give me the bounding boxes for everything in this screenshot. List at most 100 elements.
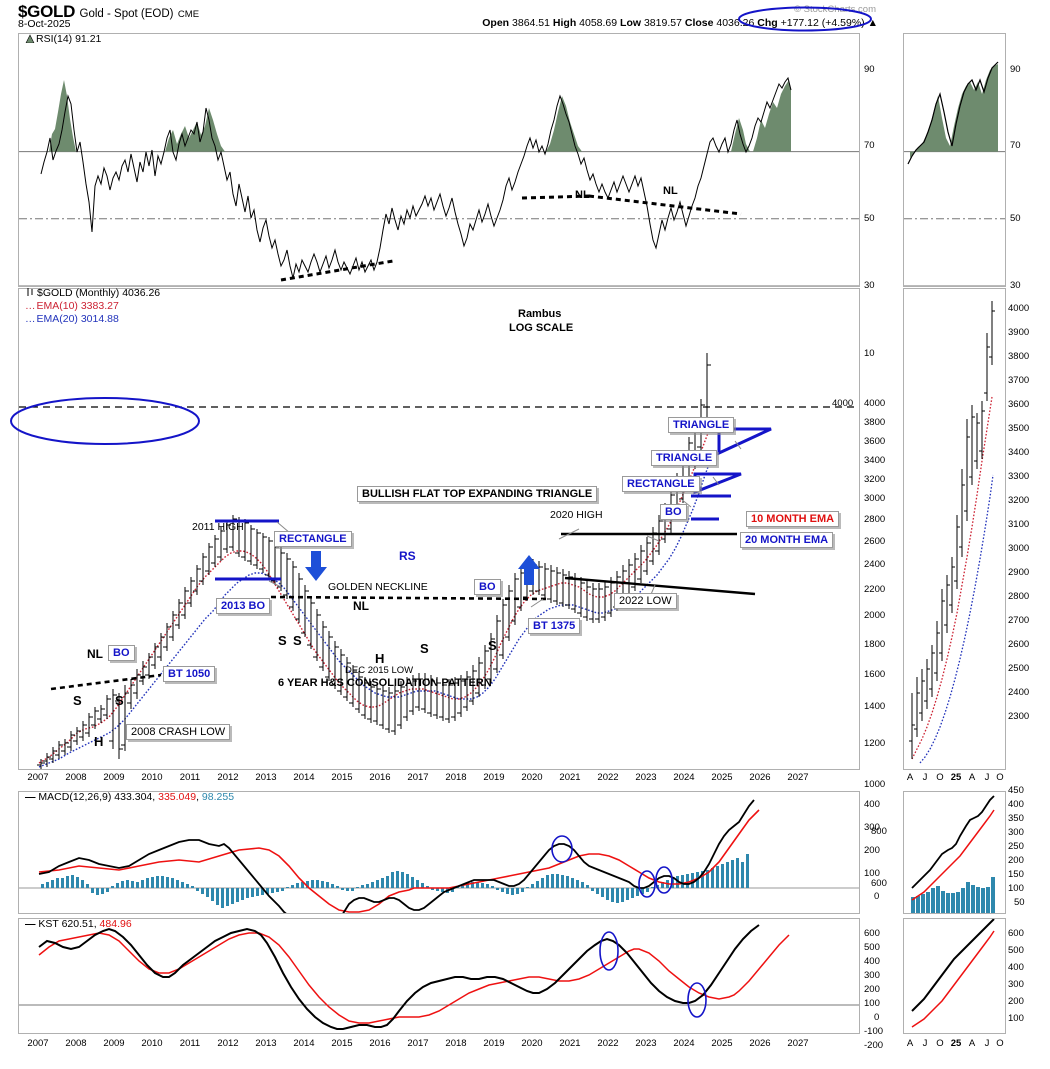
price-tick-1400: 1400 xyxy=(864,701,886,712)
price-tick-2000: 2000 xyxy=(864,610,886,621)
kst-xtick-2008: 2008 xyxy=(65,1038,87,1049)
callout-bt-1375[interactable]: BT 1375 xyxy=(528,618,581,634)
quote-date: 8-Oct-2025 xyxy=(18,18,71,30)
chg-highlight-ellipse xyxy=(738,6,872,32)
mini-kst-xtick-o2: O xyxy=(996,1038,1004,1049)
price-tick-3400: 3400 xyxy=(864,455,886,466)
rsi-plot xyxy=(19,76,859,286)
callout-2008-crash-low[interactable]: 2008 CRASH LOW xyxy=(126,724,231,740)
mini-xtick-25: 25 xyxy=(950,772,962,783)
rsi-panel: RSI(14) 91.21 NL NL xyxy=(18,33,860,287)
price-plot xyxy=(19,353,859,769)
mini-kst-tick-100: 100 xyxy=(1008,1013,1024,1024)
xtick-2025: 2025 xyxy=(711,772,733,783)
mini-rsi-tick-90: 90 xyxy=(1010,64,1021,75)
callout-triangle-2025[interactable]: TRIANGLE xyxy=(668,417,735,433)
mini-price-plot xyxy=(909,301,995,764)
callout-bt-1050[interactable]: BT 1050 xyxy=(163,666,216,682)
price-tick-1200: 1200 xyxy=(864,738,886,749)
xtick-2023: 2023 xyxy=(635,772,657,783)
xtick-2010: 2010 xyxy=(141,772,163,783)
mini-macd-panel xyxy=(903,791,1006,914)
mini-rsi-plot xyxy=(904,61,1005,286)
kst-value-1: 620.51 xyxy=(61,918,94,930)
callout-bo-2009[interactable]: BO xyxy=(108,645,135,661)
callout-bo-2019[interactable]: BO xyxy=(474,579,501,595)
mini-price-tick-2500: 2500 xyxy=(1008,663,1030,674)
callout-bo-2024[interactable]: BO xyxy=(660,504,687,520)
symbol-ticker: $GOLD xyxy=(18,2,76,21)
callout-20-month-ema[interactable]: 20 MONTH EMA xyxy=(740,532,834,548)
macd-legend-prefix: MACD(12,26,9) xyxy=(38,791,112,803)
mini-xtick-o1: O xyxy=(936,772,944,783)
callout-bullish-flat-top[interactable]: BULLISH FLAT TOP EXPANDING TRIANGLE xyxy=(357,486,598,502)
kst-value-2: 484.96 xyxy=(99,918,132,930)
mini-kst-tick-200: 200 xyxy=(1008,996,1024,1007)
price-tick-2400: 2400 xyxy=(864,559,886,570)
rsi-tick-70: 70 xyxy=(864,140,875,151)
rsi-nl-label-2: NL xyxy=(663,185,678,197)
mini-price-tick-2800: 2800 xyxy=(1008,591,1030,602)
callout-rectangle-2024[interactable]: RECTANGLE xyxy=(622,476,700,492)
mini-xtick-a1: A xyxy=(906,772,914,783)
kst-x-axis: 2007 2008 2009 2010 2011 2012 2013 2014 … xyxy=(18,1038,860,1054)
callout-10-month-ema[interactable]: 10 MONTH EMA xyxy=(746,511,840,527)
mini-price-tick-3100: 3100 xyxy=(1008,519,1030,530)
mini-kst-xtick-o1: O xyxy=(936,1038,944,1049)
open-label: Open xyxy=(482,17,510,29)
mini-kst-plot xyxy=(911,919,995,1028)
low-label: Low xyxy=(620,17,642,29)
kst-xtick-2007: 2007 xyxy=(27,1038,49,1049)
kst-tick-m200: -200 xyxy=(864,1040,884,1051)
label-dec-2015-low: DEC 2015 LOW xyxy=(345,665,414,676)
mini-price-panel xyxy=(903,288,1006,770)
price-tick-3200: 3200 xyxy=(864,474,886,485)
hs-letter-s-6: S xyxy=(488,638,497,653)
mini-price-tick-2600: 2600 xyxy=(1008,639,1030,650)
kst-legend-prefix: KST xyxy=(38,918,59,930)
mini-price-tick-4000: 4000 xyxy=(1008,303,1030,314)
callout-bo-2013[interactable]: 2013 BO xyxy=(216,598,271,614)
kst-xtick-2011: 2011 xyxy=(179,1038,201,1049)
up-arrow-bo xyxy=(518,555,540,585)
price-legend-ema10: …EMA(10) 3383.27 xyxy=(25,300,119,312)
price-tick-2600: 2600 xyxy=(864,536,886,547)
callout-triangle-2024[interactable]: TRIANGLE xyxy=(651,450,718,466)
macd-tick-200: 200 xyxy=(864,845,880,856)
mini-kst-xtick-a2: A xyxy=(968,1038,976,1049)
mini-price-tick-2900: 2900 xyxy=(1008,567,1030,578)
macd-value-3: 98.255 xyxy=(201,791,235,803)
mini-rsi-tick-30: 30 xyxy=(1010,280,1021,291)
kst-xtick-2016: 2016 xyxy=(369,1038,391,1049)
kst-xtick-2027: 2027 xyxy=(787,1038,809,1049)
price-tick-2200: 2200 xyxy=(864,584,886,595)
mini-price-x-axis: A J O 25 A J O xyxy=(903,772,1006,788)
mini-macd-y-axis: 450 400 350 300 250 200 150 100 50 xyxy=(1008,785,1050,914)
mini-macd-tick-300: 300 xyxy=(1008,827,1024,838)
mini-price-tick-2400: 2400 xyxy=(1008,687,1030,698)
kst-legend: — KST 620.51, 484.96 xyxy=(25,918,132,930)
kst-plot xyxy=(19,924,859,1030)
kst-tick-600: 600 xyxy=(864,928,880,939)
xtick-2020: 2020 xyxy=(521,772,543,783)
mini-macd-tick-100: 100 xyxy=(1008,883,1024,894)
price-tick-2800: 2800 xyxy=(864,514,886,525)
mini-rsi-y-axis: 90 70 50 30 xyxy=(1010,0,1050,291)
mini-xtick-j2: J xyxy=(984,772,990,783)
label-nl-mid: NL xyxy=(353,599,369,613)
down-arrow-rs xyxy=(305,551,327,581)
kst-xtick-2015: 2015 xyxy=(331,1038,353,1049)
xtick-2015: 2015 xyxy=(331,772,353,783)
mini-kst-tick-300: 300 xyxy=(1008,979,1024,990)
price-axis-label-10: 10 xyxy=(864,348,875,359)
callout-rectangle-2011[interactable]: RECTANGLE xyxy=(274,531,352,547)
kst-xtick-2019: 2019 xyxy=(483,1038,505,1049)
rsi-nl-label-1: NL xyxy=(575,189,590,201)
callout-2022-low[interactable]: 2022 LOW xyxy=(614,593,677,609)
mini-rsi-tick-50: 50 xyxy=(1010,213,1021,224)
mini-xtick-o2: O xyxy=(996,772,1004,783)
mini-kst-tick-500: 500 xyxy=(1008,945,1024,956)
kst-tick-500: 500 xyxy=(864,942,880,953)
kst-tick-0: 0 xyxy=(874,1012,880,1023)
price-panel: $GOLD (Monthly) 4036.26 …EMA(10) 3383.27… xyxy=(18,287,860,770)
